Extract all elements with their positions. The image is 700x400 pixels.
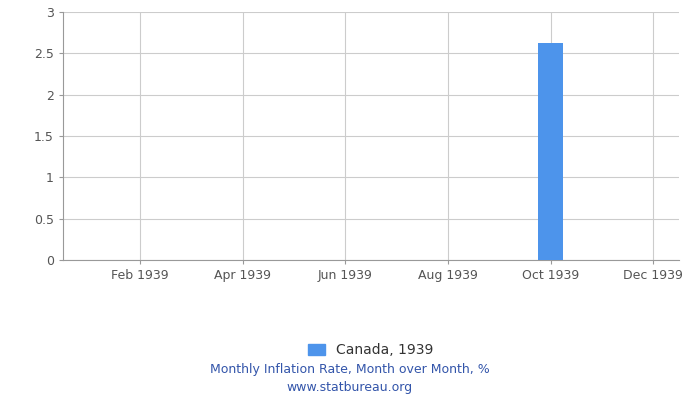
Text: Monthly Inflation Rate, Month over Month, %: Monthly Inflation Rate, Month over Month…: [210, 364, 490, 376]
Text: www.statbureau.org: www.statbureau.org: [287, 382, 413, 394]
Legend: Canada, 1939: Canada, 1939: [309, 343, 433, 357]
Bar: [538, 42, 564, 260]
